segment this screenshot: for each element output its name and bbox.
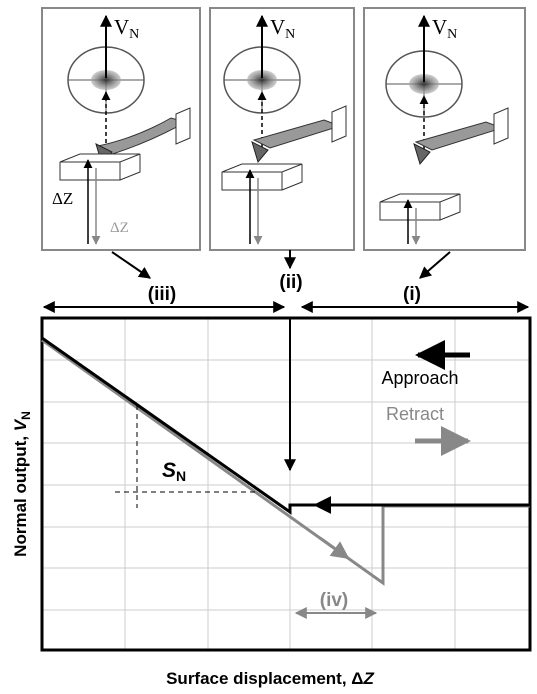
pointer-arrow (420, 252, 450, 278)
signal-subscript: N (285, 27, 295, 42)
region-label: (ii) (279, 272, 302, 293)
signal-symbol: V (114, 15, 129, 39)
region-label: (i) (403, 284, 421, 305)
signal-symbol: V (270, 15, 285, 39)
signal-subscript: N (129, 27, 139, 42)
x-axis-label: Surface displacement, ΔZ (166, 669, 374, 688)
displacement-label-retract: ΔZ (110, 220, 129, 236)
signal-subscript: N (447, 27, 457, 42)
y-axis-text: Normal output, (11, 431, 30, 557)
holder (494, 108, 508, 144)
y-axis-label: Normal output, VN (11, 411, 33, 557)
region-iv-label: (iv) (320, 590, 349, 611)
retract-label: Retract (386, 404, 444, 424)
approach-curve (42, 338, 530, 512)
curve-arrow (320, 538, 348, 558)
pointer-arrow (112, 252, 150, 278)
holder (332, 106, 346, 142)
signal-symbol: V (432, 15, 447, 39)
y-axis-subscript: N (19, 411, 33, 420)
displacement-label: ΔZ (52, 189, 73, 208)
figure: VNΔZΔZVNVN (iii) (ii) (i) SN Approach Re… (0, 0, 537, 694)
slope-symbol: S (162, 459, 176, 482)
slope-label: SN (162, 459, 186, 484)
approach-label: Approach (381, 368, 458, 388)
slope-subscript: N (176, 468, 186, 484)
x-axis-text: Surface displacement, Δ (166, 669, 363, 688)
region-label: (iii) (148, 284, 177, 305)
holder (176, 108, 190, 144)
x-axis-symbol: Z (363, 669, 375, 688)
